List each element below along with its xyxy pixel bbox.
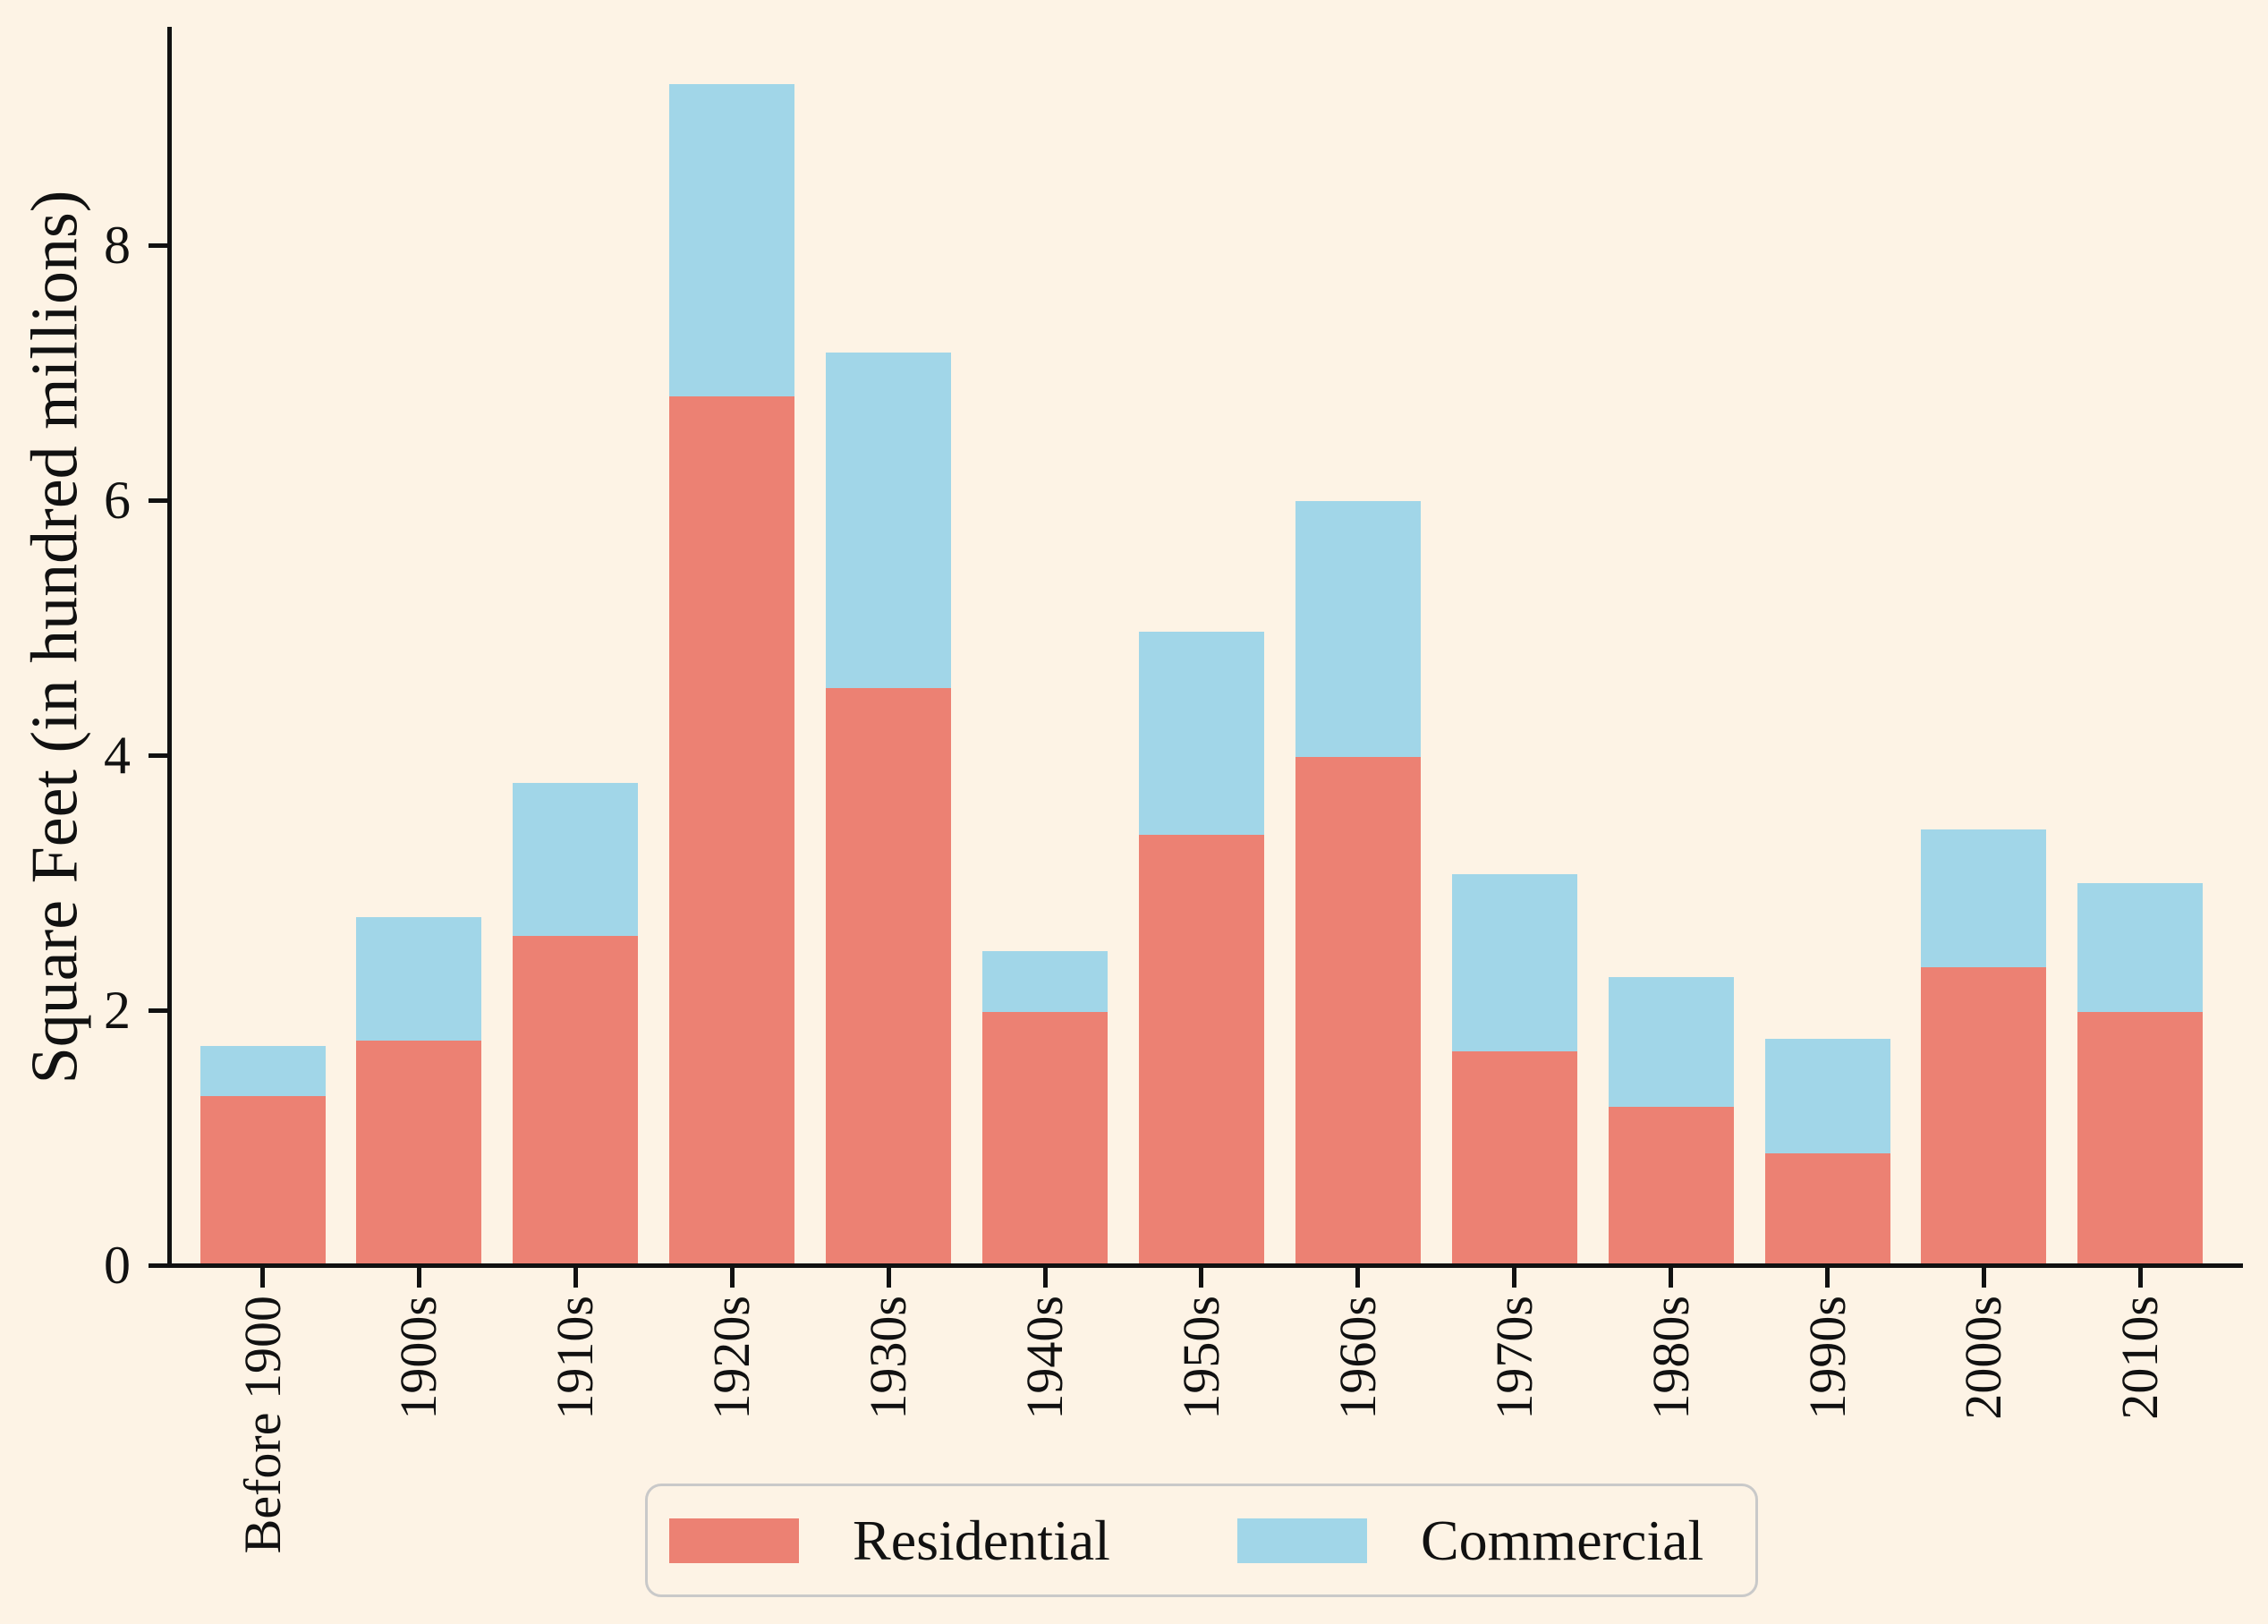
x-tick-mark-7 bbox=[1199, 1268, 1204, 1288]
x-tick-label-1920s: 1920s bbox=[702, 1296, 761, 1420]
legend-label-commercial: Commercial bbox=[1420, 1508, 1704, 1572]
bar-segment-residential bbox=[1764, 1153, 1890, 1263]
bar-segment-commercial bbox=[1608, 977, 1734, 1107]
x-tick-label-1960s: 1960s bbox=[1328, 1296, 1387, 1420]
y-tick-mark-2 bbox=[149, 1008, 170, 1013]
legend-item-residential: Residential bbox=[669, 1508, 1110, 1572]
bar-segment-residential bbox=[513, 936, 639, 1263]
bar-segment-commercial bbox=[1138, 632, 1264, 835]
y-tick-label-6: 6 bbox=[104, 471, 131, 530]
x-tick-label-1900s: 1900s bbox=[389, 1296, 448, 1420]
legend-item-commercial: Commercial bbox=[1236, 1508, 1704, 1572]
bar-1930s bbox=[826, 353, 952, 1263]
x-tick-label-before-1900: Before 1900 bbox=[233, 1296, 292, 1554]
bar-1920s bbox=[669, 84, 795, 1263]
bar-segment-commercial bbox=[200, 1046, 326, 1096]
bar-segment-residential bbox=[1921, 967, 2047, 1263]
bar-2010s bbox=[2077, 883, 2204, 1263]
x-tick-mark-13 bbox=[2137, 1268, 2143, 1288]
bar-segment-residential bbox=[1451, 1051, 1577, 1263]
bar-segment-commercial bbox=[1295, 501, 1421, 757]
commercial-swatch-icon bbox=[1236, 1518, 1367, 1563]
y-tick-mark-4 bbox=[149, 752, 170, 758]
y-tick-mark-8 bbox=[149, 242, 170, 248]
bar-1990s bbox=[1764, 1039, 1890, 1263]
bar-1950s bbox=[1138, 632, 1264, 1263]
x-tick-mark-5 bbox=[886, 1268, 891, 1288]
x-tick-mark-3 bbox=[573, 1268, 578, 1288]
bar-segment-residential bbox=[1138, 835, 1264, 1263]
bar-segment-residential bbox=[826, 688, 952, 1263]
x-tick-label-1930s: 1930s bbox=[859, 1296, 918, 1420]
bar-segment-residential bbox=[669, 396, 795, 1263]
x-tick-mark-6 bbox=[1042, 1268, 1048, 1288]
x-tick-label-1980s: 1980s bbox=[1641, 1296, 1700, 1420]
y-tick-label-4: 4 bbox=[104, 726, 131, 785]
x-axis-line bbox=[167, 1263, 2243, 1268]
x-tick-label-1950s: 1950s bbox=[1171, 1296, 1230, 1420]
y-tick-label-8: 8 bbox=[104, 216, 131, 275]
bar-segment-residential bbox=[982, 1012, 1108, 1263]
bar-segment-commercial bbox=[1451, 874, 1577, 1051]
bar-segment-residential bbox=[200, 1096, 326, 1263]
x-tick-mark-2 bbox=[416, 1268, 421, 1288]
bar-segment-commercial bbox=[1921, 829, 2047, 967]
bar-segment-commercial bbox=[826, 353, 952, 688]
bar-segment-residential bbox=[1608, 1107, 1734, 1263]
y-axis-title: Square Feet (in hundred millions) bbox=[18, 190, 92, 1084]
bar-before-1900 bbox=[200, 1046, 326, 1263]
bar-segment-commercial bbox=[1764, 1039, 1890, 1153]
x-tick-label-2000s: 2000s bbox=[1954, 1296, 2013, 1420]
legend-label-residential: Residential bbox=[853, 1508, 1110, 1572]
bar-2000s bbox=[1921, 829, 2047, 1263]
y-tick-label-2: 2 bbox=[104, 981, 131, 1040]
x-tick-mark-1 bbox=[260, 1268, 265, 1288]
bar-segment-commercial bbox=[669, 84, 795, 396]
x-tick-label-2010s: 2010s bbox=[2111, 1296, 2170, 1420]
x-tick-label-1970s: 1970s bbox=[1484, 1296, 1543, 1420]
x-tick-mark-12 bbox=[1981, 1268, 1986, 1288]
x-tick-mark-8 bbox=[1355, 1268, 1361, 1288]
bar-segment-residential bbox=[2077, 1012, 2204, 1263]
y-tick-mark-0 bbox=[149, 1263, 170, 1268]
y-tick-mark-6 bbox=[149, 497, 170, 503]
x-tick-label-1990s: 1990s bbox=[1797, 1296, 1856, 1420]
x-tick-mark-10 bbox=[1669, 1268, 1674, 1288]
bar-segment-commercial bbox=[2077, 883, 2204, 1012]
residential-swatch-icon bbox=[669, 1518, 799, 1563]
bar-1910s bbox=[513, 783, 639, 1263]
y-axis-line bbox=[167, 27, 172, 1268]
x-tick-mark-11 bbox=[1825, 1268, 1830, 1288]
legend: Residential Commercial bbox=[645, 1484, 1758, 1597]
bar-1970s bbox=[1451, 874, 1577, 1263]
bar-segment-residential bbox=[356, 1041, 482, 1263]
x-tick-label-1910s: 1910s bbox=[546, 1296, 605, 1420]
bar-1940s bbox=[982, 951, 1108, 1263]
x-tick-label-1940s: 1940s bbox=[1015, 1296, 1074, 1420]
y-tick-label-0: 0 bbox=[104, 1236, 131, 1295]
bar-1980s bbox=[1608, 977, 1734, 1263]
bar-1960s bbox=[1295, 501, 1421, 1263]
bar-segment-commercial bbox=[356, 917, 482, 1041]
bar-1900s bbox=[356, 917, 482, 1263]
x-tick-mark-9 bbox=[1512, 1268, 1517, 1288]
bar-segment-residential bbox=[1295, 757, 1421, 1263]
bar-segment-commercial bbox=[513, 783, 639, 936]
x-tick-mark-4 bbox=[729, 1268, 735, 1288]
bar-segment-commercial bbox=[982, 951, 1108, 1012]
